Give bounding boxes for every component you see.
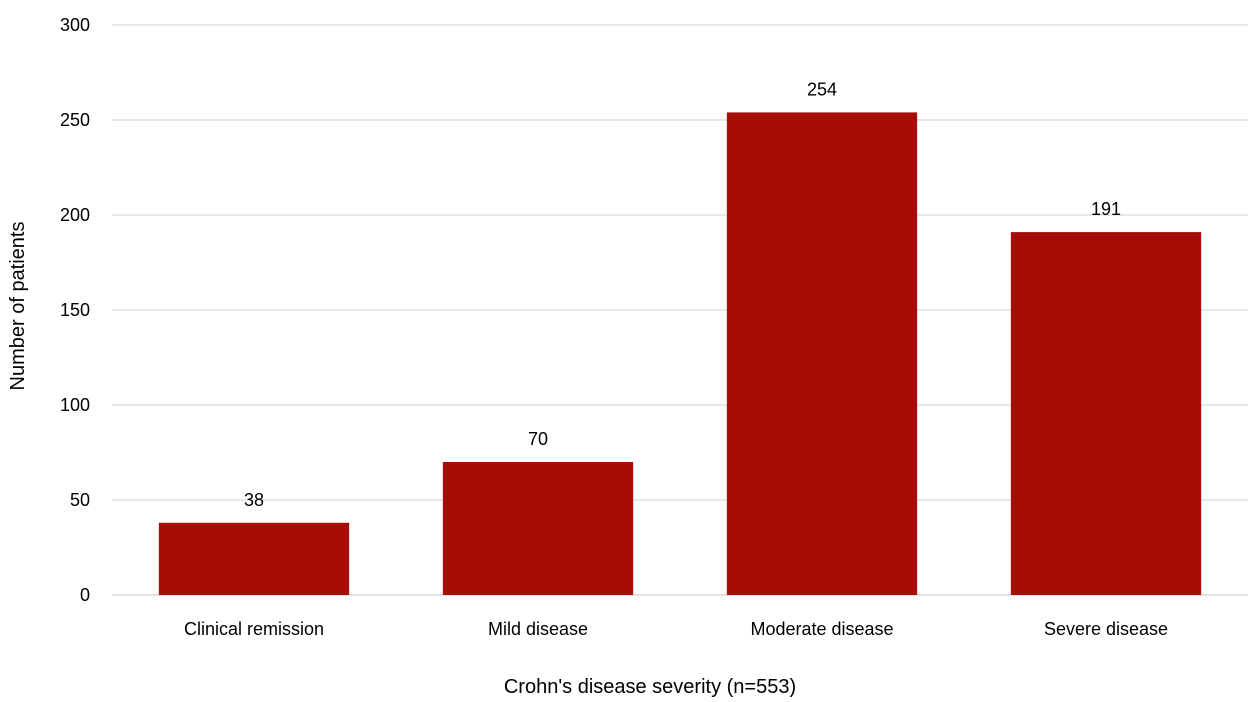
y-tick-label: 100	[60, 395, 90, 415]
data-label: 254	[807, 79, 837, 99]
bar	[726, 112, 918, 596]
y-tick-label: 200	[60, 205, 90, 225]
y-axis-title: Number of patients	[7, 222, 29, 391]
y-tick-label: 300	[60, 15, 90, 35]
bars	[158, 112, 1202, 596]
x-tick-label: Clinical remission	[184, 619, 324, 639]
x-tick-label: Mild disease	[488, 619, 588, 639]
data-label: 38	[244, 490, 264, 510]
bar	[1010, 232, 1202, 595]
y-tick-label: 0	[80, 585, 90, 605]
x-axis-title: Crohn's disease severity (n=553)	[504, 676, 796, 698]
data-labels: 38 70 254 191	[244, 79, 1121, 509]
x-tick-label: Severe disease	[1044, 619, 1168, 639]
bar	[158, 522, 350, 595]
y-axis-ticks: 0 50 100 150 200 250 300	[60, 15, 90, 605]
y-tick-label: 50	[70, 490, 90, 510]
data-label: 70	[528, 429, 548, 449]
x-tick-label: Moderate disease	[750, 619, 893, 639]
data-label: 191	[1091, 199, 1121, 219]
y-tick-label: 150	[60, 300, 90, 320]
y-tick-label: 250	[60, 110, 90, 130]
x-axis-ticks: Clinical remission Mild disease Moderate d…	[184, 619, 1168, 639]
bar	[442, 462, 634, 595]
